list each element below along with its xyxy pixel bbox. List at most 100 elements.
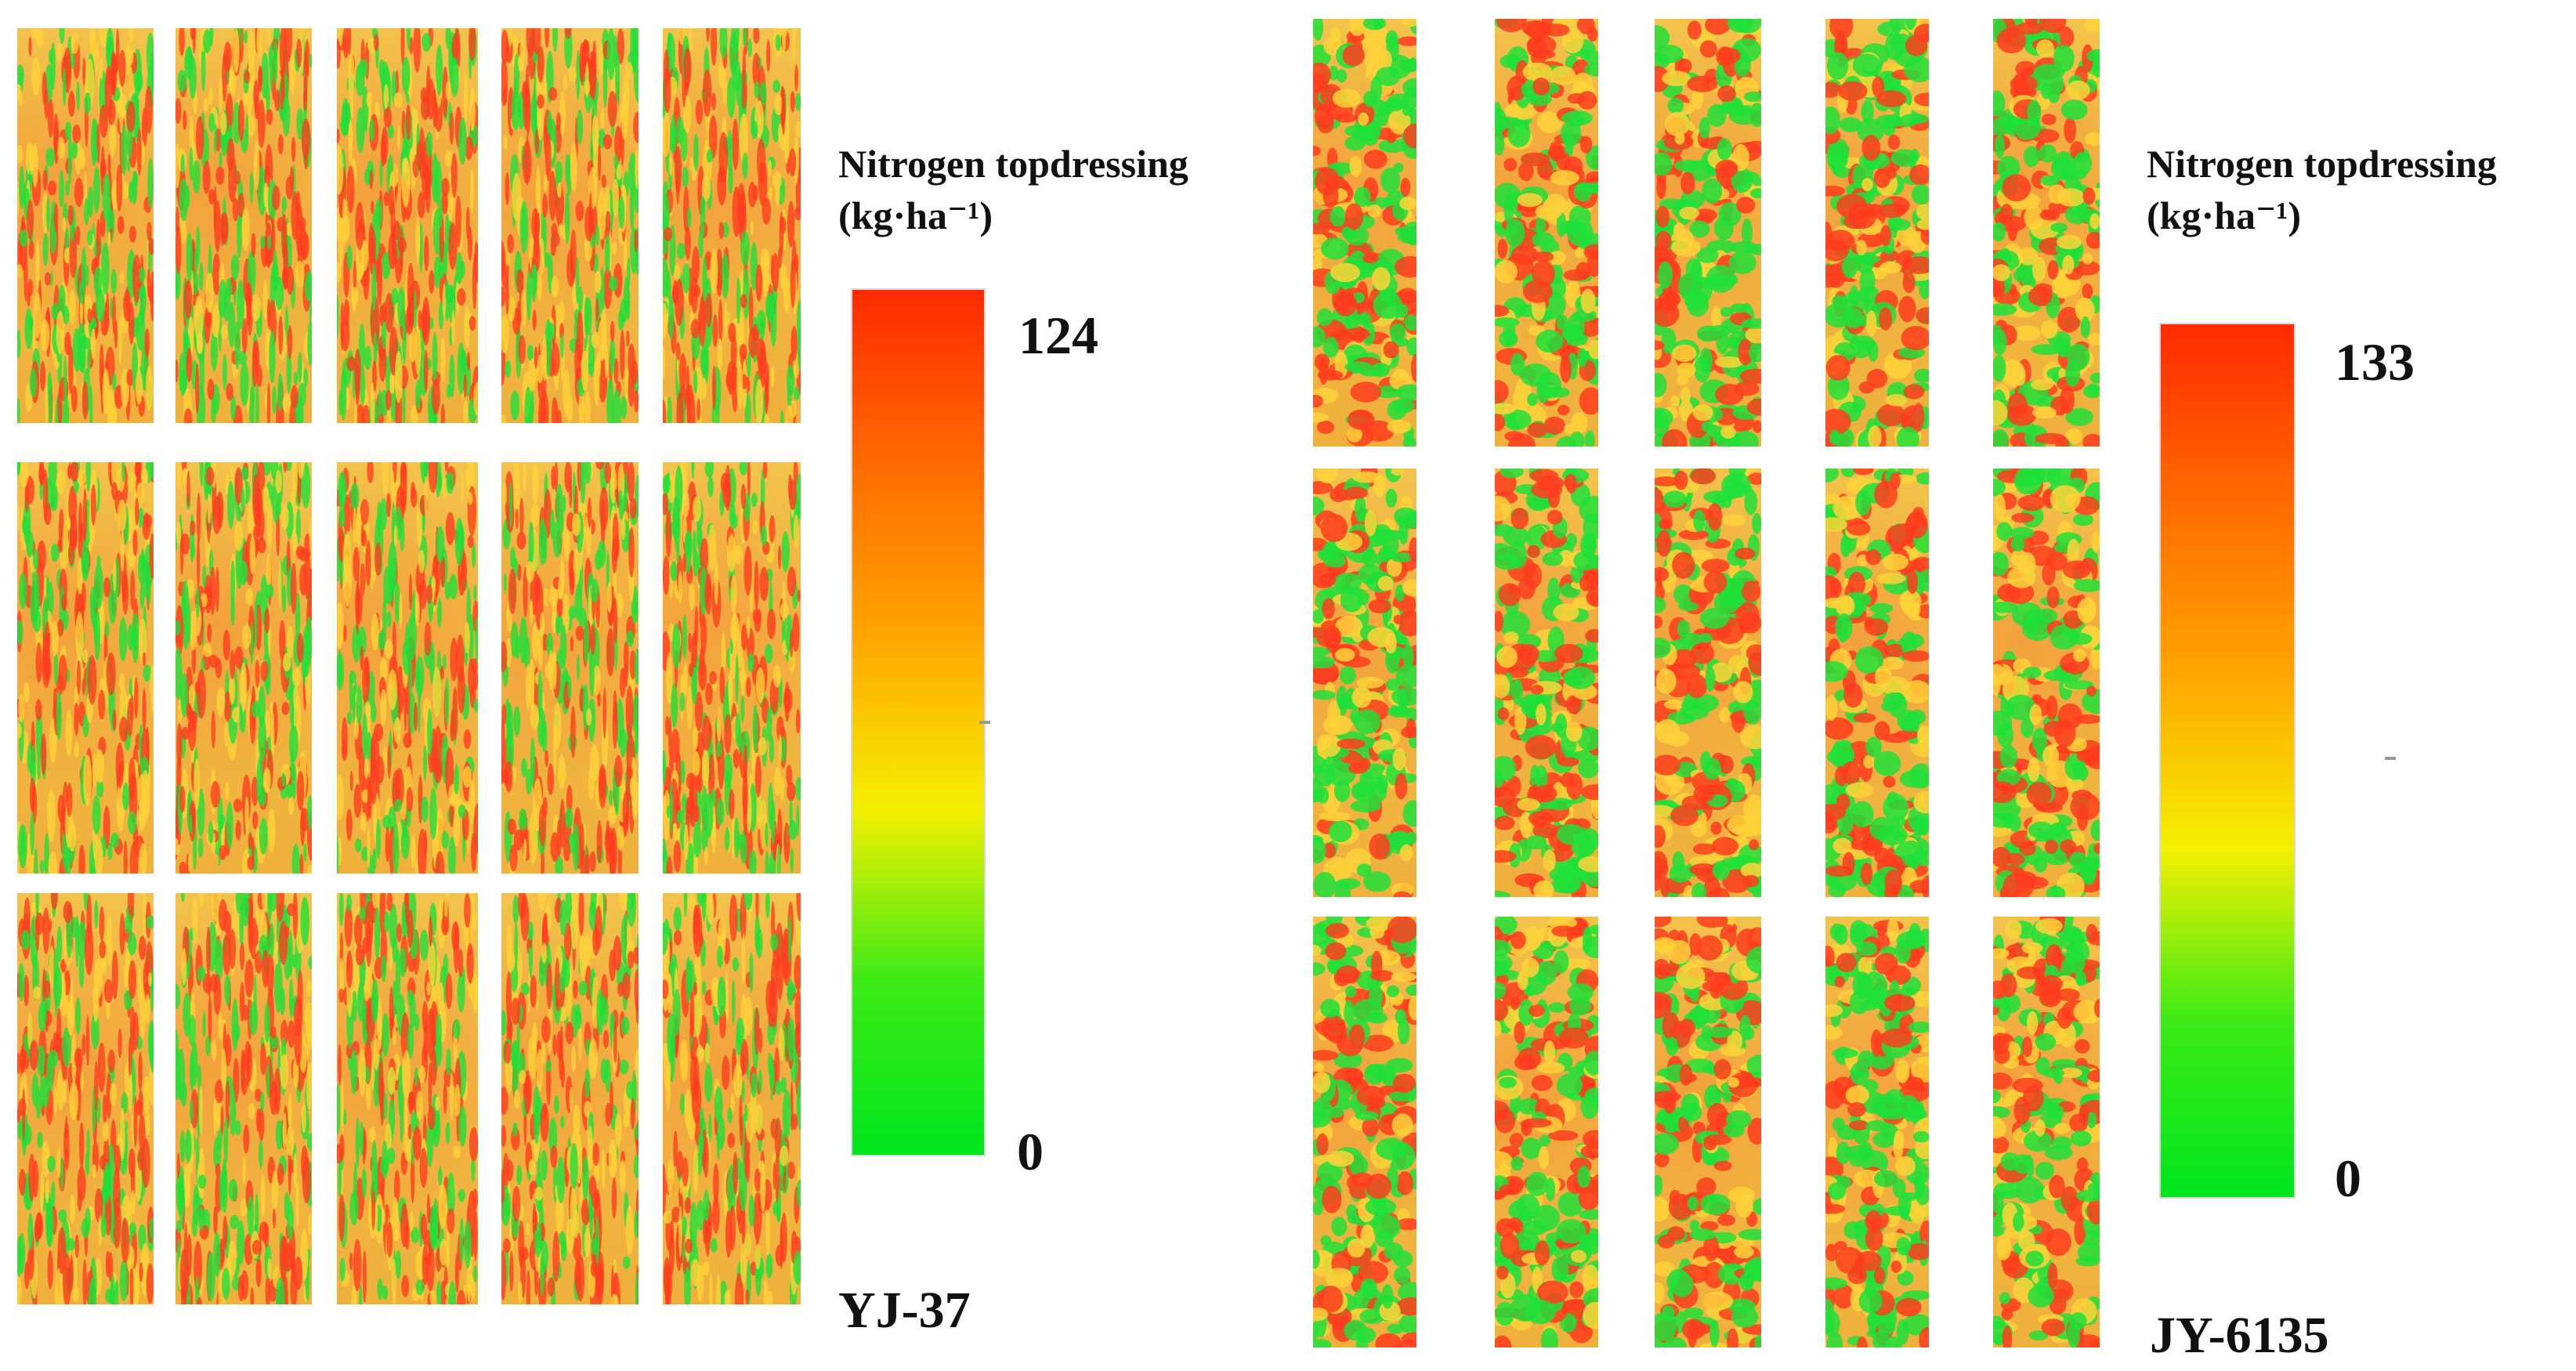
map-cell xyxy=(251,341,259,388)
map-cell xyxy=(296,632,304,664)
map-cell xyxy=(342,28,349,59)
map-cell xyxy=(377,252,382,306)
map-cell xyxy=(378,1058,384,1111)
map-cell xyxy=(263,1222,270,1248)
map-cell xyxy=(214,939,223,982)
map-cell xyxy=(584,206,594,242)
map-cell xyxy=(27,317,34,331)
map-cell xyxy=(74,702,79,736)
map-cell xyxy=(624,367,628,402)
map-cell xyxy=(119,270,125,284)
map-cell xyxy=(338,893,344,927)
map-cell xyxy=(45,197,50,231)
map-cell xyxy=(609,790,613,805)
map-cell xyxy=(664,226,673,241)
map-cell xyxy=(673,906,682,931)
map-cell xyxy=(512,1185,521,1222)
map-cell xyxy=(112,294,116,335)
map-cell xyxy=(451,34,459,60)
map-cell xyxy=(765,822,769,848)
map-cell xyxy=(189,1098,194,1124)
map-cell xyxy=(613,1022,617,1063)
map-cell xyxy=(727,77,736,118)
map-cell xyxy=(179,28,185,56)
map-cell xyxy=(565,1022,574,1044)
map-cell xyxy=(353,507,357,545)
map-cell xyxy=(543,173,548,192)
map-cell xyxy=(208,87,213,106)
map-cell xyxy=(35,699,42,721)
map-cell xyxy=(432,666,442,717)
map-cell xyxy=(446,1228,450,1271)
map-cell xyxy=(280,108,288,122)
map-cell xyxy=(730,1093,736,1112)
map-cell xyxy=(17,1052,21,1074)
map-cell xyxy=(704,846,708,865)
map-cell xyxy=(127,931,137,956)
map-cell xyxy=(360,563,366,596)
map-cell xyxy=(534,1106,540,1145)
map-cell xyxy=(280,1037,287,1060)
map-cell xyxy=(213,973,222,1015)
map-cell xyxy=(696,1200,705,1231)
map-cell xyxy=(337,602,344,649)
map-cell xyxy=(706,894,715,924)
map-cell xyxy=(339,931,343,968)
map-cell xyxy=(612,241,617,255)
map-cell xyxy=(711,28,718,66)
map-cell xyxy=(219,77,223,113)
map-cell xyxy=(252,811,259,830)
map-cell xyxy=(393,92,403,107)
map-cell xyxy=(794,386,800,400)
map-cell xyxy=(559,1026,563,1064)
map-cell xyxy=(382,462,389,497)
map-cell xyxy=(532,309,537,331)
nitrogen-map xyxy=(663,462,801,874)
map-cell xyxy=(179,786,186,813)
map-cell xyxy=(458,948,464,978)
map-cell xyxy=(770,799,776,845)
map-cell xyxy=(249,171,254,204)
map-cell xyxy=(781,88,786,136)
map-cell xyxy=(24,252,28,302)
map-cell xyxy=(535,165,541,213)
map-cell xyxy=(765,292,775,322)
map-cell xyxy=(386,1221,393,1258)
map-cell xyxy=(417,696,421,734)
map-cell xyxy=(400,1203,408,1248)
map-cell xyxy=(569,478,573,508)
map-cell xyxy=(704,793,714,838)
map-cell xyxy=(301,232,309,259)
map-cell xyxy=(350,96,354,118)
map-cell xyxy=(138,1051,143,1091)
map-cell xyxy=(75,611,84,661)
map-cell xyxy=(743,267,750,320)
map-cell xyxy=(610,1011,615,1032)
map-cell xyxy=(596,820,602,863)
map-cell xyxy=(130,1189,136,1215)
map-cell xyxy=(255,1257,262,1287)
map-cell xyxy=(740,624,747,651)
map-cell xyxy=(693,132,699,172)
map-cell xyxy=(511,997,520,1025)
map-cell xyxy=(272,385,277,414)
map-cell xyxy=(309,53,312,68)
map-cell xyxy=(748,1194,755,1228)
map-cell xyxy=(109,120,116,157)
map-cell xyxy=(592,114,599,154)
map-cell xyxy=(211,1040,217,1062)
map-cell xyxy=(468,226,472,261)
map-cell xyxy=(457,288,466,306)
map-cell xyxy=(308,1213,312,1235)
map-cell xyxy=(506,950,516,972)
map-cell xyxy=(135,497,139,526)
map-cell xyxy=(582,1156,589,1200)
map-cell xyxy=(304,271,312,302)
map-cell xyxy=(664,716,670,736)
map-cell xyxy=(684,1087,693,1130)
map-cell xyxy=(78,280,85,305)
map-cell xyxy=(458,666,465,714)
map-cell xyxy=(405,103,411,141)
map-cell xyxy=(219,152,223,168)
map-cell xyxy=(556,598,563,617)
